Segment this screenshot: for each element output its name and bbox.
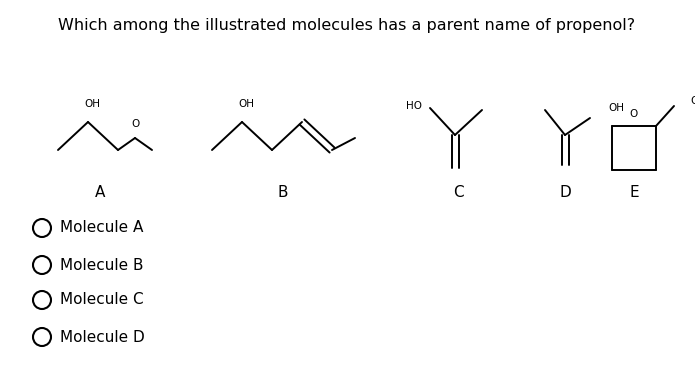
Text: Molecule C: Molecule C	[60, 293, 144, 308]
Text: HO: HO	[406, 101, 422, 111]
Text: OH: OH	[84, 99, 100, 109]
Text: B: B	[278, 185, 288, 200]
Text: Which among the illustrated molecules has a parent name of propenol?: Which among the illustrated molecules ha…	[58, 18, 635, 33]
Text: A: A	[95, 185, 105, 200]
Text: D: D	[559, 185, 571, 200]
Text: Molecule B: Molecule B	[60, 258, 143, 273]
Text: O: O	[630, 109, 638, 119]
Text: Molecule D: Molecule D	[60, 329, 145, 344]
Text: E: E	[629, 185, 639, 200]
Text: OH: OH	[690, 96, 695, 106]
Text: O: O	[131, 119, 139, 129]
Text: C: C	[452, 185, 464, 200]
Text: OH: OH	[608, 103, 624, 113]
Text: OH: OH	[238, 99, 254, 109]
Text: Molecule A: Molecule A	[60, 220, 143, 235]
